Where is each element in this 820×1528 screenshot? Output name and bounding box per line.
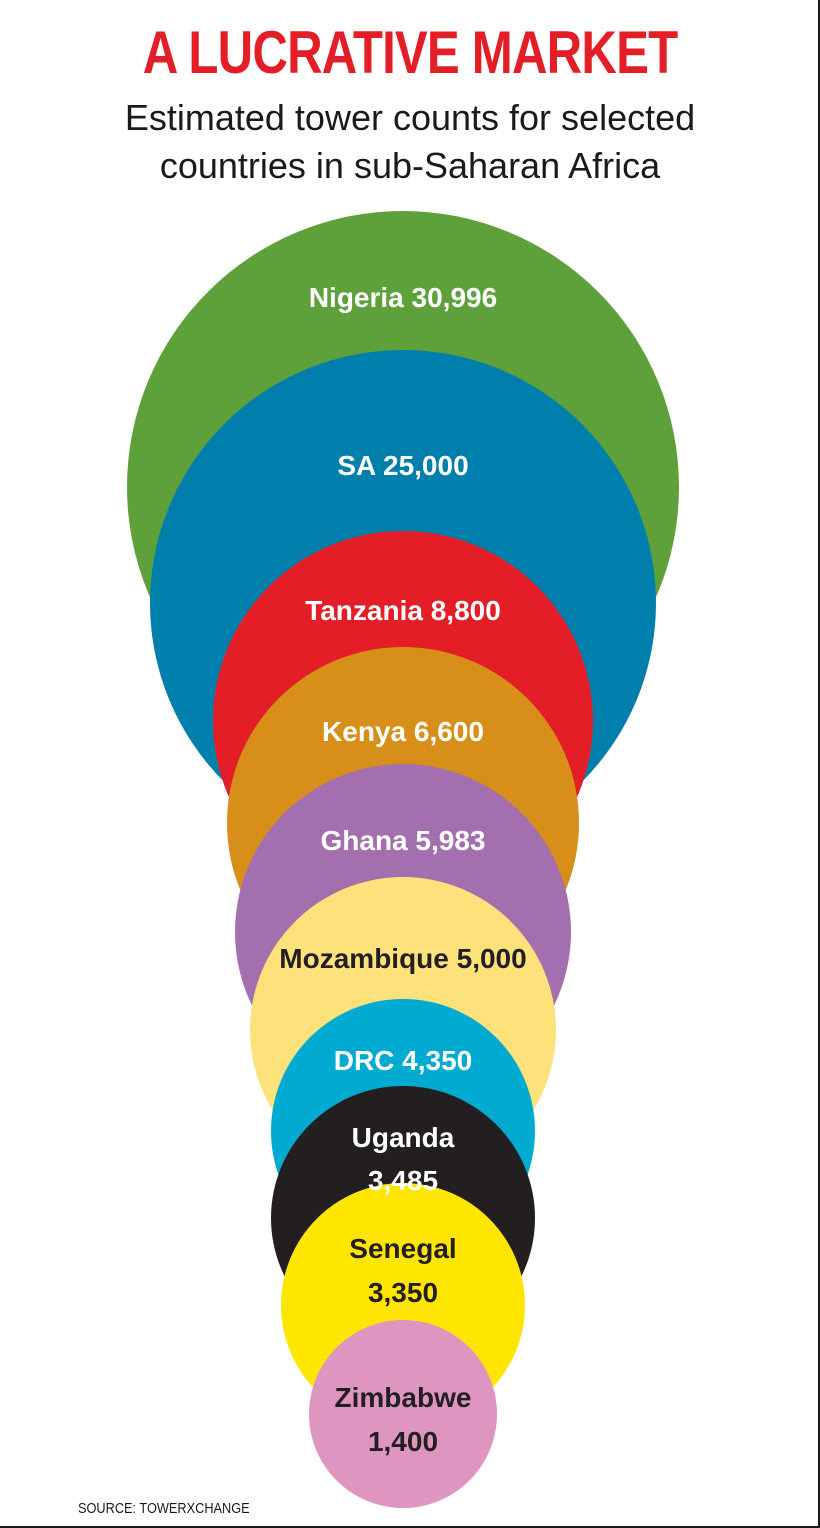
bubble-label-senegal-line-2: 3,350	[368, 1277, 438, 1308]
bubble-label-zimbabwe-line-1: Zimbabwe	[335, 1382, 472, 1413]
source-note: SOURCE: TOWERXCHANGE	[78, 1500, 250, 1517]
bubble-label-nigeria: Nigeria 30,996	[309, 282, 497, 313]
bubble-label-zimbabwe-line-2: 1,400	[368, 1426, 438, 1457]
bubble-label-uganda-line-2: 3,485	[368, 1165, 438, 1196]
bubble-label-kenya: Kenya 6,600	[322, 716, 484, 747]
chart-title: A LUCRATIVE MARKET	[142, 19, 678, 86]
bubble-label-mozambique: Mozambique 5,000	[279, 943, 526, 974]
bubble-label-tanzania: Tanzania 8,800	[305, 595, 501, 626]
bubble-label-uganda-line-1: Uganda	[352, 1122, 455, 1153]
bubble-label-drc: DRC 4,350	[334, 1045, 473, 1076]
chart-subtitle: Estimated tower counts for selected coun…	[124, 97, 696, 186]
bubble-zimbabwe	[309, 1320, 497, 1508]
bubble-label-ghana: Ghana 5,983	[321, 825, 486, 856]
bubble-label-senegal-line-1: Senegal	[349, 1233, 456, 1264]
bubble-label-sa: SA 25,000	[337, 450, 468, 481]
